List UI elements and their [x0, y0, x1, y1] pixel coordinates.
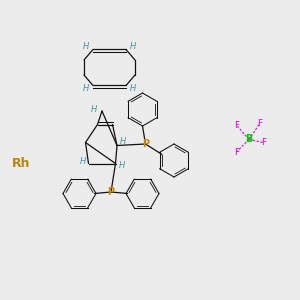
Text: F: F: [261, 138, 266, 147]
Text: H: H: [83, 42, 89, 51]
Text: H: H: [91, 105, 97, 114]
Text: F: F: [234, 121, 239, 130]
Text: P: P: [107, 187, 115, 197]
Text: Rh: Rh: [12, 157, 30, 170]
Text: H: H: [80, 158, 85, 166]
Text: H: H: [83, 84, 89, 93]
Text: H: H: [118, 161, 124, 170]
Text: P: P: [142, 139, 149, 149]
Text: H: H: [130, 84, 136, 93]
Text: F: F: [234, 148, 239, 157]
Text: H: H: [130, 42, 136, 51]
Text: H: H: [120, 136, 126, 146]
Text: F: F: [257, 119, 262, 128]
Text: B: B: [245, 134, 253, 145]
